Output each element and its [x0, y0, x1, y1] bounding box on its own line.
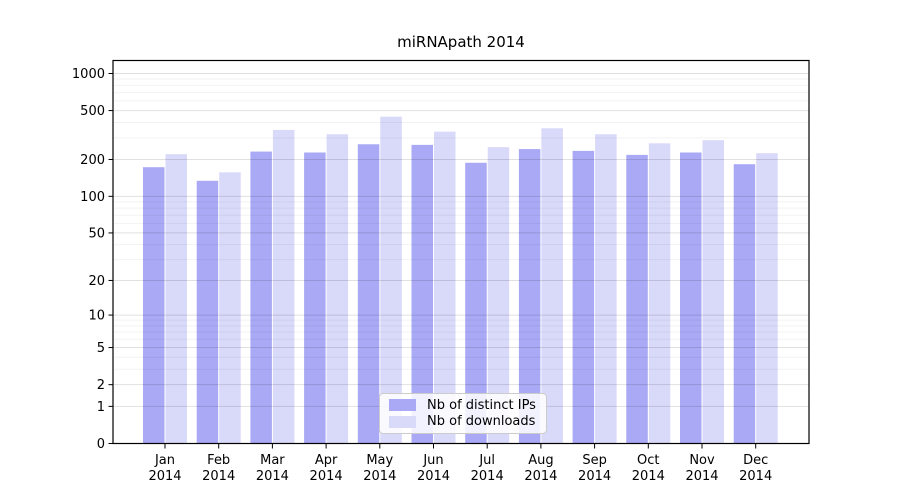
y-tick-label: 5	[97, 341, 105, 356]
plot-border	[112, 59, 810, 445]
y-tick-label: 200	[80, 153, 105, 168]
x-tick-label-month: Jan	[154, 453, 175, 468]
bar-distinct-ips-nov	[680, 152, 702, 444]
legend-row-downloads: Nb of downloads	[389, 414, 537, 429]
legend-swatch-downloads	[389, 415, 416, 428]
x-tick-label-year: 2014	[363, 469, 396, 484]
legend-label-distinct-ips: Nb of distinct IPs	[427, 397, 536, 413]
x-tick-label-year: 2014	[471, 469, 504, 484]
y-tick-label: 2	[97, 378, 105, 393]
x-tick-label-month: Feb	[207, 453, 230, 468]
bar-distinct-ips-aug	[518, 149, 541, 444]
y-tick-label: 1	[97, 400, 105, 415]
x-tick-label-month: Mar	[260, 453, 285, 468]
chart-title: miRNApath 2014	[397, 33, 525, 51]
bar-distinct-ips-dec	[733, 164, 756, 444]
y-tick-label: 10	[88, 309, 105, 324]
legend-row-distinct-ips: Nb of distinct IPs	[389, 398, 537, 413]
x-tick-label-month: May	[366, 453, 393, 468]
bar-downloads-oct	[648, 143, 671, 444]
x-tick-label-year: 2014	[632, 469, 665, 484]
x-tick-label-month: Nov	[689, 453, 715, 468]
bar-downloads-apr	[326, 134, 349, 444]
bar-distinct-ips-feb	[196, 180, 219, 444]
x-tick-label-year: 2014	[524, 469, 557, 484]
x-tick-label-year: 2014	[417, 469, 450, 484]
x-tick-label-month: Sep	[582, 453, 607, 468]
x-tick-label-month: Apr	[315, 453, 338, 468]
bar-downloads-feb	[219, 172, 241, 444]
x-tick-label-year: 2014	[685, 469, 718, 484]
x-tick-label-year: 2014	[148, 469, 181, 484]
bar-distinct-ips-sep	[572, 150, 595, 444]
bar-distinct-ips-jul	[465, 162, 487, 444]
bar-downloads-may	[380, 116, 402, 444]
y-tick-label: 500	[80, 104, 105, 119]
bar-downloads-nov	[702, 140, 724, 444]
bar-downloads-jun	[434, 131, 456, 444]
y-tick-label: 50	[88, 226, 105, 241]
bar-downloads-jan	[165, 154, 187, 444]
y-tick-label: 1000	[72, 67, 105, 82]
x-tick-label-year: 2014	[202, 469, 235, 484]
x-tick-label-year: 2014	[578, 469, 611, 484]
y-tick-label: 20	[88, 274, 105, 289]
bar-downloads-sep	[595, 134, 617, 444]
bar-distinct-ips-jun	[411, 144, 433, 444]
bar-distinct-ips-oct	[626, 154, 648, 444]
bar-downloads-dec	[756, 153, 778, 444]
bar-distinct-ips-mar	[250, 151, 272, 444]
bar-downloads-mar	[272, 129, 295, 444]
bar-distinct-ips-apr	[304, 152, 326, 444]
bar-distinct-ips-jan	[143, 167, 165, 444]
x-tick-label-month: Jun	[422, 453, 443, 468]
x-tick-label-month: Oct	[637, 453, 659, 468]
bar-downloads-aug	[541, 128, 563, 444]
y-tick-label: 100	[80, 190, 105, 205]
x-tick-label-month: Jul	[478, 453, 495, 468]
x-tick-label-month: Dec	[743, 453, 768, 468]
legend-label-downloads: Nb of downloads	[427, 414, 536, 430]
legend: Nb of distinct IPs Nb of downloads	[379, 393, 547, 434]
x-tick-label-year: 2014	[256, 469, 289, 484]
legend-swatch-distinct-ips	[389, 399, 416, 412]
x-tick-label-year: 2014	[739, 469, 772, 484]
y-tick-label: 0	[97, 437, 105, 452]
bar-downloads-jul	[487, 147, 510, 444]
x-tick-label-month: Aug	[528, 453, 553, 468]
bar-distinct-ips-may	[357, 144, 380, 444]
x-tick-label-year: 2014	[310, 469, 343, 484]
